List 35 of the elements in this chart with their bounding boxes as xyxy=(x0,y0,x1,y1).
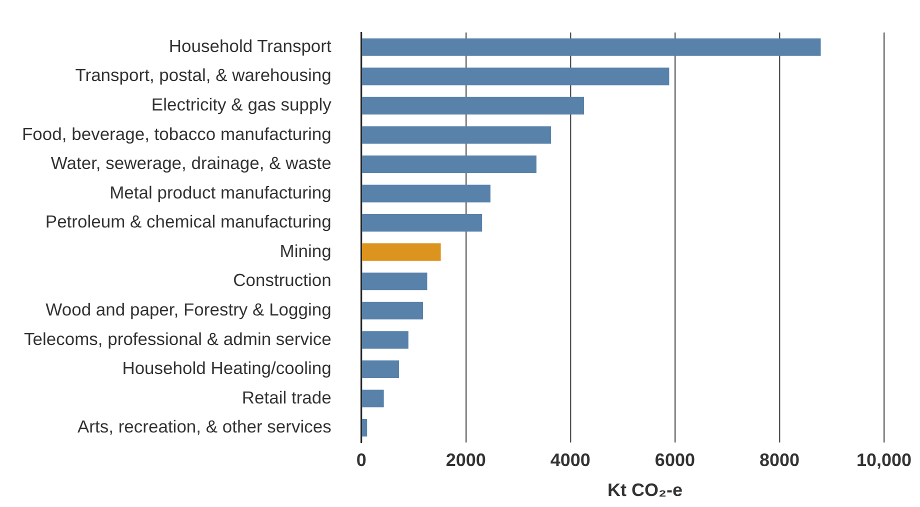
y-tick-label: Electricity & gas supply xyxy=(151,94,332,115)
x-tick-label: 0 xyxy=(356,450,366,470)
y-tick-label: Household Heating/cooling xyxy=(122,358,332,378)
x-tick-label: 4000 xyxy=(550,450,590,470)
y-tick-label: Telecoms, professional & admin service xyxy=(24,328,332,349)
x-tick-label: 2000 xyxy=(446,450,486,470)
bar xyxy=(362,214,482,232)
bar xyxy=(362,68,670,86)
bar xyxy=(362,360,399,378)
bar xyxy=(362,184,490,202)
y-tick-label: Food, beverage, tobacco manufacturing xyxy=(22,124,332,144)
x-tick-label: 8000 xyxy=(759,450,800,470)
bar xyxy=(362,243,441,261)
bar xyxy=(362,302,424,320)
y-tick-label: Wood and paper, Forestry & Logging xyxy=(46,299,332,320)
bar xyxy=(362,126,552,144)
y-tick-label: Arts, recreation, & other services xyxy=(78,416,332,437)
x-tick-label: 10,000 xyxy=(856,450,912,470)
y-tick-label: Petroleum & chemical manufacturing xyxy=(45,212,332,232)
bar xyxy=(362,96,584,114)
y-tick-label: Construction xyxy=(233,270,332,290)
y-tick-label: Transport, postal, & warehousing xyxy=(75,65,332,86)
y-tick-label: Metal product manufacturing xyxy=(110,182,332,202)
y-tick-label: Household Transport xyxy=(168,36,332,56)
y-tick-label: Mining xyxy=(280,240,332,261)
x-axis-title: Kt CO₂-e xyxy=(606,480,684,501)
bar xyxy=(362,390,384,408)
bar xyxy=(362,155,536,174)
bar xyxy=(362,418,368,437)
x-tick-label: 6000 xyxy=(654,450,695,470)
bar xyxy=(362,331,408,349)
y-tick-label: Water, sewerage, drainage, & waste xyxy=(50,153,332,174)
y-tick-label: Retail trade xyxy=(242,387,332,408)
bar xyxy=(362,272,428,290)
bar xyxy=(362,38,821,56)
